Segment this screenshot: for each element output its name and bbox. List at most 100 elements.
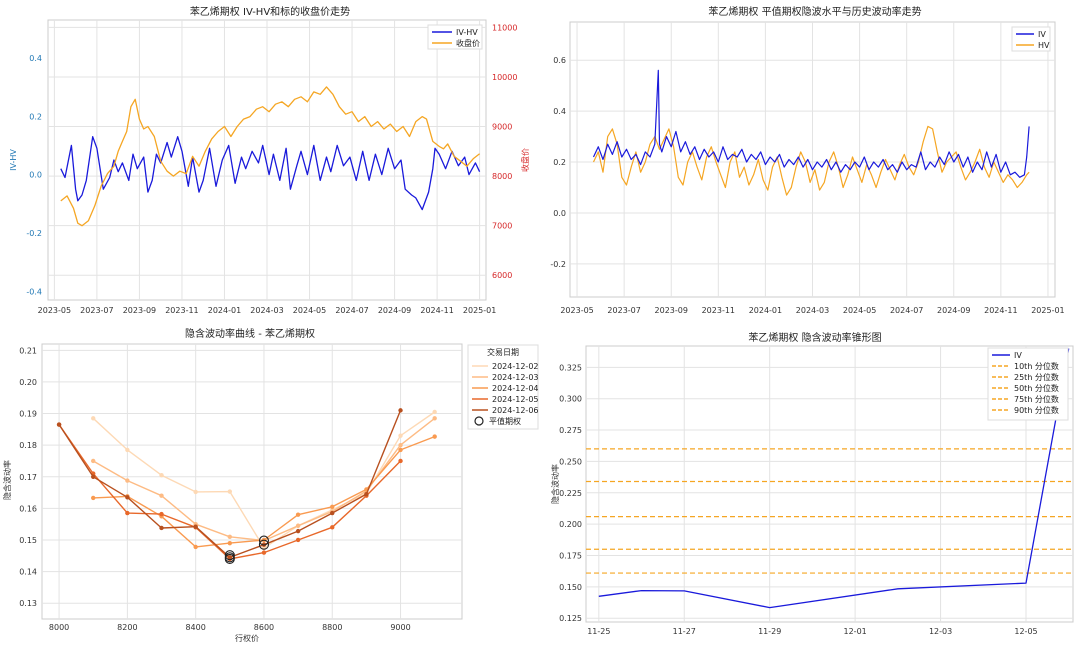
y-left-tick-label: -0.4 xyxy=(26,287,42,296)
y-tick-label: -0.2 xyxy=(550,260,566,269)
y-axis-label-left: IV-HV xyxy=(9,149,18,171)
plot-area xyxy=(585,345,1074,623)
data-point xyxy=(261,550,267,555)
legend-label-iv-hv: IV-HV xyxy=(456,28,478,37)
x-tick-label: 12-03 xyxy=(929,627,952,636)
legend-label-2024-12-04: 2024-12-04 xyxy=(492,384,539,393)
legend-title: 交易日期 xyxy=(487,347,519,357)
legend-box xyxy=(987,347,1069,421)
data-point xyxy=(295,512,301,517)
series-line-IV-HV xyxy=(60,136,481,211)
data-point xyxy=(125,495,130,500)
legend-label-close: 收盘价 xyxy=(456,38,480,48)
data-point xyxy=(364,491,369,497)
x-axis-label: 行权价 xyxy=(235,633,259,643)
y-tick-label: 0.300 xyxy=(559,395,582,404)
y-right-tick-label: 7000 xyxy=(492,222,512,231)
atm-marker xyxy=(258,539,270,550)
legend-label-iv: IV xyxy=(1038,30,1046,39)
legend-label: 90th 分位数 xyxy=(1014,405,1059,415)
y-tick-label: 0.175 xyxy=(559,552,582,561)
x-tick-label: 2024-09 xyxy=(378,306,411,315)
x-tick-label: 2023-11 xyxy=(702,306,735,315)
y-tick-label: 0.17 xyxy=(19,473,37,482)
y-tick-label: 0.325 xyxy=(559,363,582,372)
legend-label-2024-12-06: 2024-12-06 xyxy=(492,406,539,415)
x-tick-label: 2024-03 xyxy=(796,306,829,315)
x-tick-label: 9000 xyxy=(390,623,410,632)
y-tick-label: 0.125 xyxy=(559,614,582,623)
legend-box xyxy=(1011,26,1051,52)
legend-label: IV xyxy=(1014,351,1022,360)
data-point xyxy=(125,447,130,453)
y-tick-label: 0.150 xyxy=(559,583,582,592)
x-tick-label: 2023-07 xyxy=(80,306,113,315)
legend: IV-HV 收盘价 xyxy=(427,24,483,50)
data-point xyxy=(159,511,164,517)
panel-iv-cone: 苯乙烯期权 隐含波动率锥形图 0.125 0.150 0.175 0.200 0.225… xyxy=(550,331,1074,636)
panel-iv-hv-close: 苯乙烯期权 IV-HV和标的收盘价走势 -0.4 -0.2 0.0 0.2 0.4 60… xyxy=(9,5,530,315)
series-line-收盘价 xyxy=(60,86,481,227)
data-point xyxy=(91,416,96,421)
data-point xyxy=(295,528,301,534)
x-tick-label: 12-01 xyxy=(844,627,867,636)
x-tick-label: 2023-05 xyxy=(38,306,71,315)
legend: IV HV xyxy=(1011,26,1051,52)
legend-box xyxy=(427,24,483,50)
y-right-tick-label: 9000 xyxy=(492,123,512,132)
data-point xyxy=(227,534,233,540)
legend: 交易日期 2024-12-02 2024-12-03 2024-12-04 2024-… xyxy=(467,344,539,430)
y-tick-label: 0.13 xyxy=(19,599,37,608)
data-point xyxy=(330,525,335,530)
y-right-tick-label: 8000 xyxy=(492,172,512,181)
x-tick-label: 2023-05 xyxy=(560,306,593,315)
data-point xyxy=(295,537,301,543)
y-left-tick-label: 0.4 xyxy=(29,54,42,63)
data-point xyxy=(193,544,198,550)
y-tick-label: 0.0 xyxy=(553,209,566,218)
series-line-IV xyxy=(592,69,1030,178)
data-point xyxy=(398,442,403,448)
chart-title: 隐含波动率曲线 - 苯乙烯期权 xyxy=(185,327,315,340)
x-tick-label: 2024-07 xyxy=(335,306,368,315)
y-tick-label: 0.2 xyxy=(553,158,566,167)
x-tick-label: 2024-03 xyxy=(250,306,283,315)
data-point xyxy=(91,458,96,464)
y-tick-label: 0.14 xyxy=(19,568,37,577)
y-right-tick-label: 6000 xyxy=(492,271,512,280)
panel-iv-smile: 隐含波动率曲线 - 苯乙烯期权 0.13 0.14 0.15 0.16 0.17 0.18… xyxy=(2,327,539,643)
y-tick-label: 0.18 xyxy=(19,441,37,450)
data-point xyxy=(91,495,96,501)
plot-area xyxy=(41,343,463,620)
x-tick-label: 2024-07 xyxy=(890,306,923,315)
x-tick-label: 11-29 xyxy=(758,627,781,636)
data-point xyxy=(330,504,335,509)
x-tick-label: 2025-01 xyxy=(463,306,496,315)
legend-label: 10th 分位数 xyxy=(1014,361,1059,371)
x-tick-label: 2023-09 xyxy=(655,306,688,315)
x-tick-label: 2023-07 xyxy=(607,306,640,315)
data-point xyxy=(125,510,130,516)
panel-atm-iv-hv: 苯乙烯期权 平值期权隐波水平与历史波动率走势 -0.20.00.20.40.6 … xyxy=(550,5,1064,315)
x-tick-label: 8000 xyxy=(49,623,69,632)
legend-box xyxy=(467,344,539,430)
y-tick-label: 0.225 xyxy=(559,489,582,498)
data-point xyxy=(91,474,96,479)
y-tick-label: 0.20 xyxy=(19,378,37,387)
x-tick-label: 2024-11 xyxy=(420,306,453,315)
y-axis-label: 隐含波动率 xyxy=(2,460,12,500)
x-tick-label: 2025-01 xyxy=(1031,306,1064,315)
y-right-tick-label: 11000 xyxy=(492,23,517,32)
legend-label-2024-12-03: 2024-12-03 xyxy=(492,373,539,382)
chart-title: 苯乙烯期权 平值期权隐波水平与历史波动率走势 xyxy=(708,5,921,18)
y-tick-label: 0.275 xyxy=(559,426,582,435)
chart-title: 苯乙烯期权 IV-HV和标的收盘价走势 xyxy=(190,5,350,18)
data-point xyxy=(432,409,437,415)
legend-label: 25th 分位数 xyxy=(1014,372,1059,382)
chart-title: 苯乙烯期权 隐含波动率锥形图 xyxy=(748,331,881,344)
data-point xyxy=(398,447,403,453)
x-tick-label: 2024-05 xyxy=(843,306,876,315)
atm-marker xyxy=(224,550,235,561)
y-tick-label: 0.200 xyxy=(559,520,582,529)
